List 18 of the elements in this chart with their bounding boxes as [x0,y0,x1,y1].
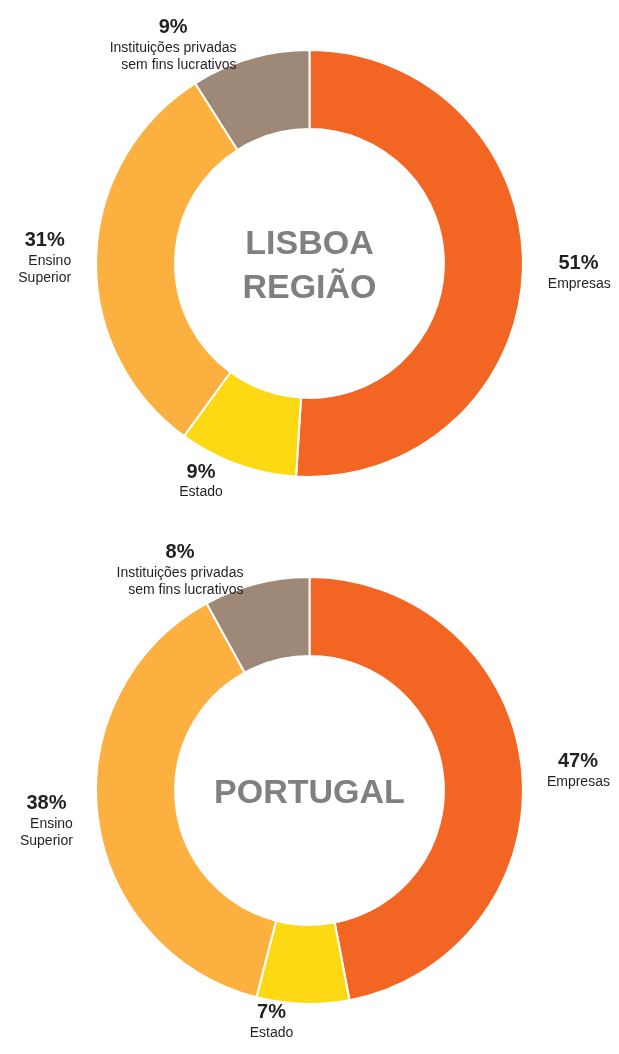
slice-label: Estado [249,1023,294,1040]
slice-label: Estado [179,483,223,500]
slice-label: Empresas [547,274,611,291]
slice-label: Ensino Superior [18,251,72,285]
slice-label: Instituições privadas sem fins lucrativos [109,38,237,72]
data-label: 38% [26,791,67,814]
data-label: 51% [558,251,599,274]
text: PORTUGAL [214,771,405,810]
slice-label: Empresas [546,772,610,789]
data-label: 47% [557,749,599,772]
data-label: 9% [158,15,188,38]
data-label: 8% [165,540,195,563]
slice-label: Ensino Superior [19,814,74,848]
slice-label: Instituições privadas sem fins lucrativos [116,563,244,597]
data-label: 7% [257,1000,287,1023]
text: LISBOA REGIÃO [242,222,377,305]
data-label: 9% [186,459,216,482]
data-label: 31% [24,228,65,251]
